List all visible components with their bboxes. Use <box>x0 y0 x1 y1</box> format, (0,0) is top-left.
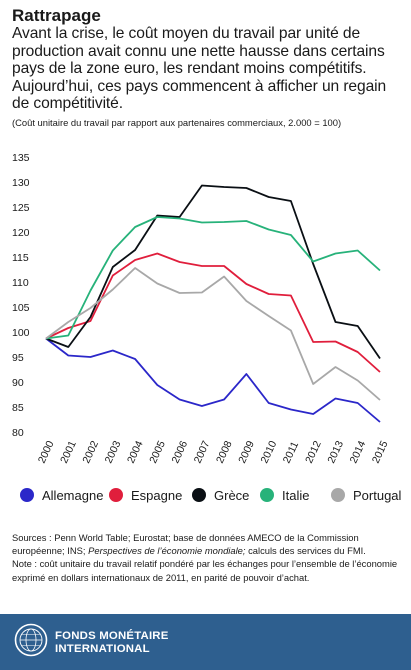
imf-name-line1: FONDS MONÉTAIRE <box>55 630 169 642</box>
x-tick-label: 2008 <box>214 439 235 465</box>
methodology-note: Note : coût unitaire du travail relatif … <box>12 558 398 583</box>
series-line-allemagne <box>45 337 381 423</box>
legend-label: Italie <box>282 487 310 503</box>
legend-label: Grèce <box>214 487 250 503</box>
legend-label: Portugal <box>353 487 402 503</box>
y-tick-label: 100 <box>12 327 30 339</box>
x-tick-label: 2012 <box>303 439 324 465</box>
y-tick-label: 105 <box>12 302 30 314</box>
y-tick-label: 130 <box>12 177 30 189</box>
legend-swatch <box>20 488 34 502</box>
legend-item-espagne: Espagne <box>109 482 182 508</box>
y-tick-label: 95 <box>12 352 24 364</box>
legend-item-italie: Italie <box>260 482 309 508</box>
y-tick-label: 120 <box>12 227 30 239</box>
chart-legend: Allemagne Espagne Grèce Italie Portugal <box>0 482 411 508</box>
legend-item-allemagne: Allemagne <box>20 482 103 508</box>
legend-label: Allemagne <box>42 487 104 503</box>
legend-swatch <box>331 488 345 502</box>
legend-swatch <box>192 488 206 502</box>
x-tick-label: 2007 <box>192 439 213 465</box>
x-tick-label: 2004 <box>125 439 146 465</box>
y-tick-label: 110 <box>12 277 29 289</box>
x-tick-label: 2013 <box>325 439 346 465</box>
imf-name: FONDS MONÉTAIRE INTERNATIONAL <box>55 630 169 655</box>
y-tick-label: 80 <box>12 427 24 439</box>
x-tick-label: 2001 <box>58 439 79 465</box>
legend-label: Espagne <box>131 487 183 503</box>
chart-title: Rattrapage <box>12 6 101 25</box>
x-tick-label: 2003 <box>103 439 124 465</box>
series-line-italie <box>45 216 381 340</box>
series-line-portugal <box>45 267 381 401</box>
imf-name-line2: INTERNATIONAL <box>55 642 150 655</box>
sources-text-end: calculs des services du FMI. <box>245 545 366 557</box>
y-tick-label: 125 <box>12 202 30 214</box>
x-tick-label: 2000 <box>36 439 57 465</box>
chart-subtitle: Avant la crise, le coût moyen du travail… <box>12 25 387 112</box>
x-tick-label: 2010 <box>259 439 280 465</box>
legend-item-grèce: Grèce <box>192 482 249 508</box>
units-note: (Coût unitaire du travail par rapport au… <box>12 117 342 128</box>
line-chart: 80 85 90 95 100 105 110 115 120 125 130 135 2000 2001… <box>12 152 391 466</box>
legend-item-portugal: Portugal <box>331 482 401 508</box>
imf-seal-icon <box>14 623 48 657</box>
imf-footer: FONDS MONÉTAIRE INTERNATIONAL <box>0 614 411 670</box>
sources-text: Sources : Penn World Table; Eurostat; ba… <box>12 532 359 557</box>
x-tick-label: 2011 <box>281 440 301 466</box>
x-tick-label: 2009 <box>236 439 257 465</box>
y-tick-label: 85 <box>12 402 24 414</box>
x-tick-label: 2015 <box>370 439 391 465</box>
series-line-espagne <box>45 252 381 373</box>
y-tick-label: 90 <box>12 377 24 389</box>
sources-note: Sources : Penn World Table; Eurostat; ba… <box>12 531 404 584</box>
x-tick-label: 2006 <box>169 439 190 465</box>
series-line-grèce <box>45 184 381 360</box>
x-tick-label: 2014 <box>348 439 369 465</box>
sources-italic-title: Perspectives de l’économie mondiale; <box>88 545 246 557</box>
x-tick-label: 2005 <box>147 439 168 465</box>
y-tick-label: 115 <box>12 252 29 264</box>
legend-swatch <box>260 488 274 502</box>
legend-swatch <box>109 488 123 502</box>
x-tick-label: 2002 <box>80 439 101 465</box>
y-tick-label: 135 <box>12 152 30 164</box>
